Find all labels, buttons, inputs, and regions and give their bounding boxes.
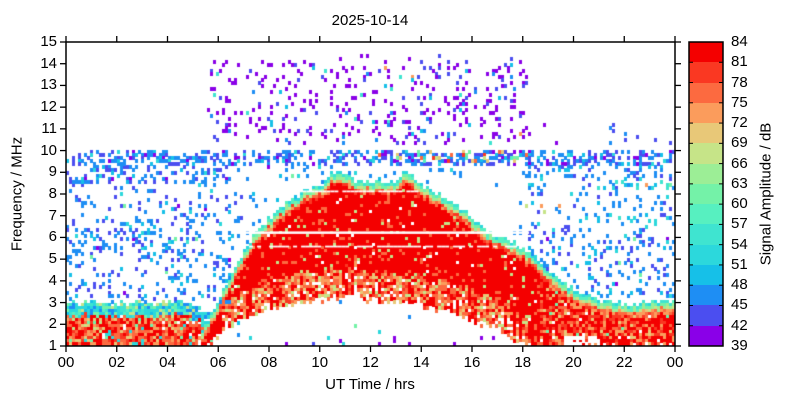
y-tick-label: 3 <box>48 293 57 311</box>
x-tick-label: 16 <box>463 354 481 371</box>
colorbar-band <box>689 143 723 165</box>
x-tick-label: 12 <box>362 354 379 371</box>
colorbar-tick-label: 54 <box>731 235 748 253</box>
y-tick-label: 1 <box>48 337 57 354</box>
x-tick-label: 06 <box>209 354 227 371</box>
colorbar-band <box>689 204 723 225</box>
x-tick-label: 00 <box>57 354 75 371</box>
colorbar-band <box>689 305 723 327</box>
x-tick-label: 02 <box>108 354 126 371</box>
colorbar-tick-label: 78 <box>731 73 748 91</box>
colorbar-tick-label: 63 <box>731 174 748 192</box>
colorbar-tick-label: 84 <box>731 33 748 50</box>
colorbar-band <box>689 244 723 266</box>
x-tick-label: 22 <box>615 354 633 371</box>
x-tick-label: 04 <box>159 354 176 371</box>
colorbar-band <box>689 62 723 84</box>
colorbar-tick-label: 57 <box>731 215 748 233</box>
y-tick-label: 5 <box>48 250 57 268</box>
colorbar-tick-label: 66 <box>731 154 748 172</box>
y-tick-label: 14 <box>40 54 57 72</box>
colorbar-band <box>689 102 723 124</box>
x-tick-label: 00 <box>666 354 684 371</box>
y-tick-label: 6 <box>48 228 57 246</box>
colorbar-band <box>689 183 723 205</box>
colorbar-band <box>689 264 723 286</box>
x-tick-label: 10 <box>311 354 329 371</box>
x-tick-label: 18 <box>514 354 532 371</box>
colorbar-band <box>689 224 723 246</box>
colorbar-tick-label: 69 <box>731 134 748 152</box>
y-tick-label: 2 <box>48 315 57 333</box>
colorbar-tick-label: 51 <box>731 255 748 273</box>
spectrogram-canvas <box>66 42 675 346</box>
colorbar-band <box>689 42 723 63</box>
colorbar-label: Signal Amplitude / dB <box>757 122 775 266</box>
y-tick-label: 15 <box>40 33 57 50</box>
y-tick-label: 12 <box>40 98 57 116</box>
colorbar-tick-label: 72 <box>731 114 748 132</box>
colorbar-band <box>689 285 723 306</box>
x-tick-label: 20 <box>565 354 582 371</box>
y-tick-label: 13 <box>40 76 57 94</box>
colorbar-tick-label: 81 <box>731 53 748 71</box>
y-tick-label: 8 <box>48 185 57 202</box>
colorbar-tick-label: 42 <box>731 316 748 334</box>
y-tick-label: 11 <box>41 119 57 137</box>
colorbar-band <box>689 325 723 347</box>
colorbar-tick-label: 45 <box>731 296 748 314</box>
plot-title: 2025-10-14 <box>331 12 409 29</box>
y-tick-label: 9 <box>48 163 57 181</box>
colorbar-band <box>689 82 723 104</box>
colorbar-tick-label: 75 <box>731 93 748 111</box>
y-tick-label: 10 <box>40 141 57 159</box>
colorbar-tick-label: 39 <box>731 337 748 354</box>
y-axis-label: Frequency / MHz <box>8 136 26 252</box>
colorbar-tick-label: 48 <box>731 276 748 294</box>
x-tick-label: 14 <box>412 354 430 371</box>
y-tick-label: 7 <box>48 206 57 224</box>
x-tick-label: 08 <box>260 354 278 371</box>
x-axis-label: UT Time / hrs <box>325 376 415 393</box>
y-tick-label: 4 <box>48 271 57 289</box>
colorbar-tick-label: 60 <box>731 195 748 213</box>
colorbar-band <box>689 123 723 144</box>
colorbar-band <box>689 163 723 185</box>
colorbar <box>689 42 723 347</box>
